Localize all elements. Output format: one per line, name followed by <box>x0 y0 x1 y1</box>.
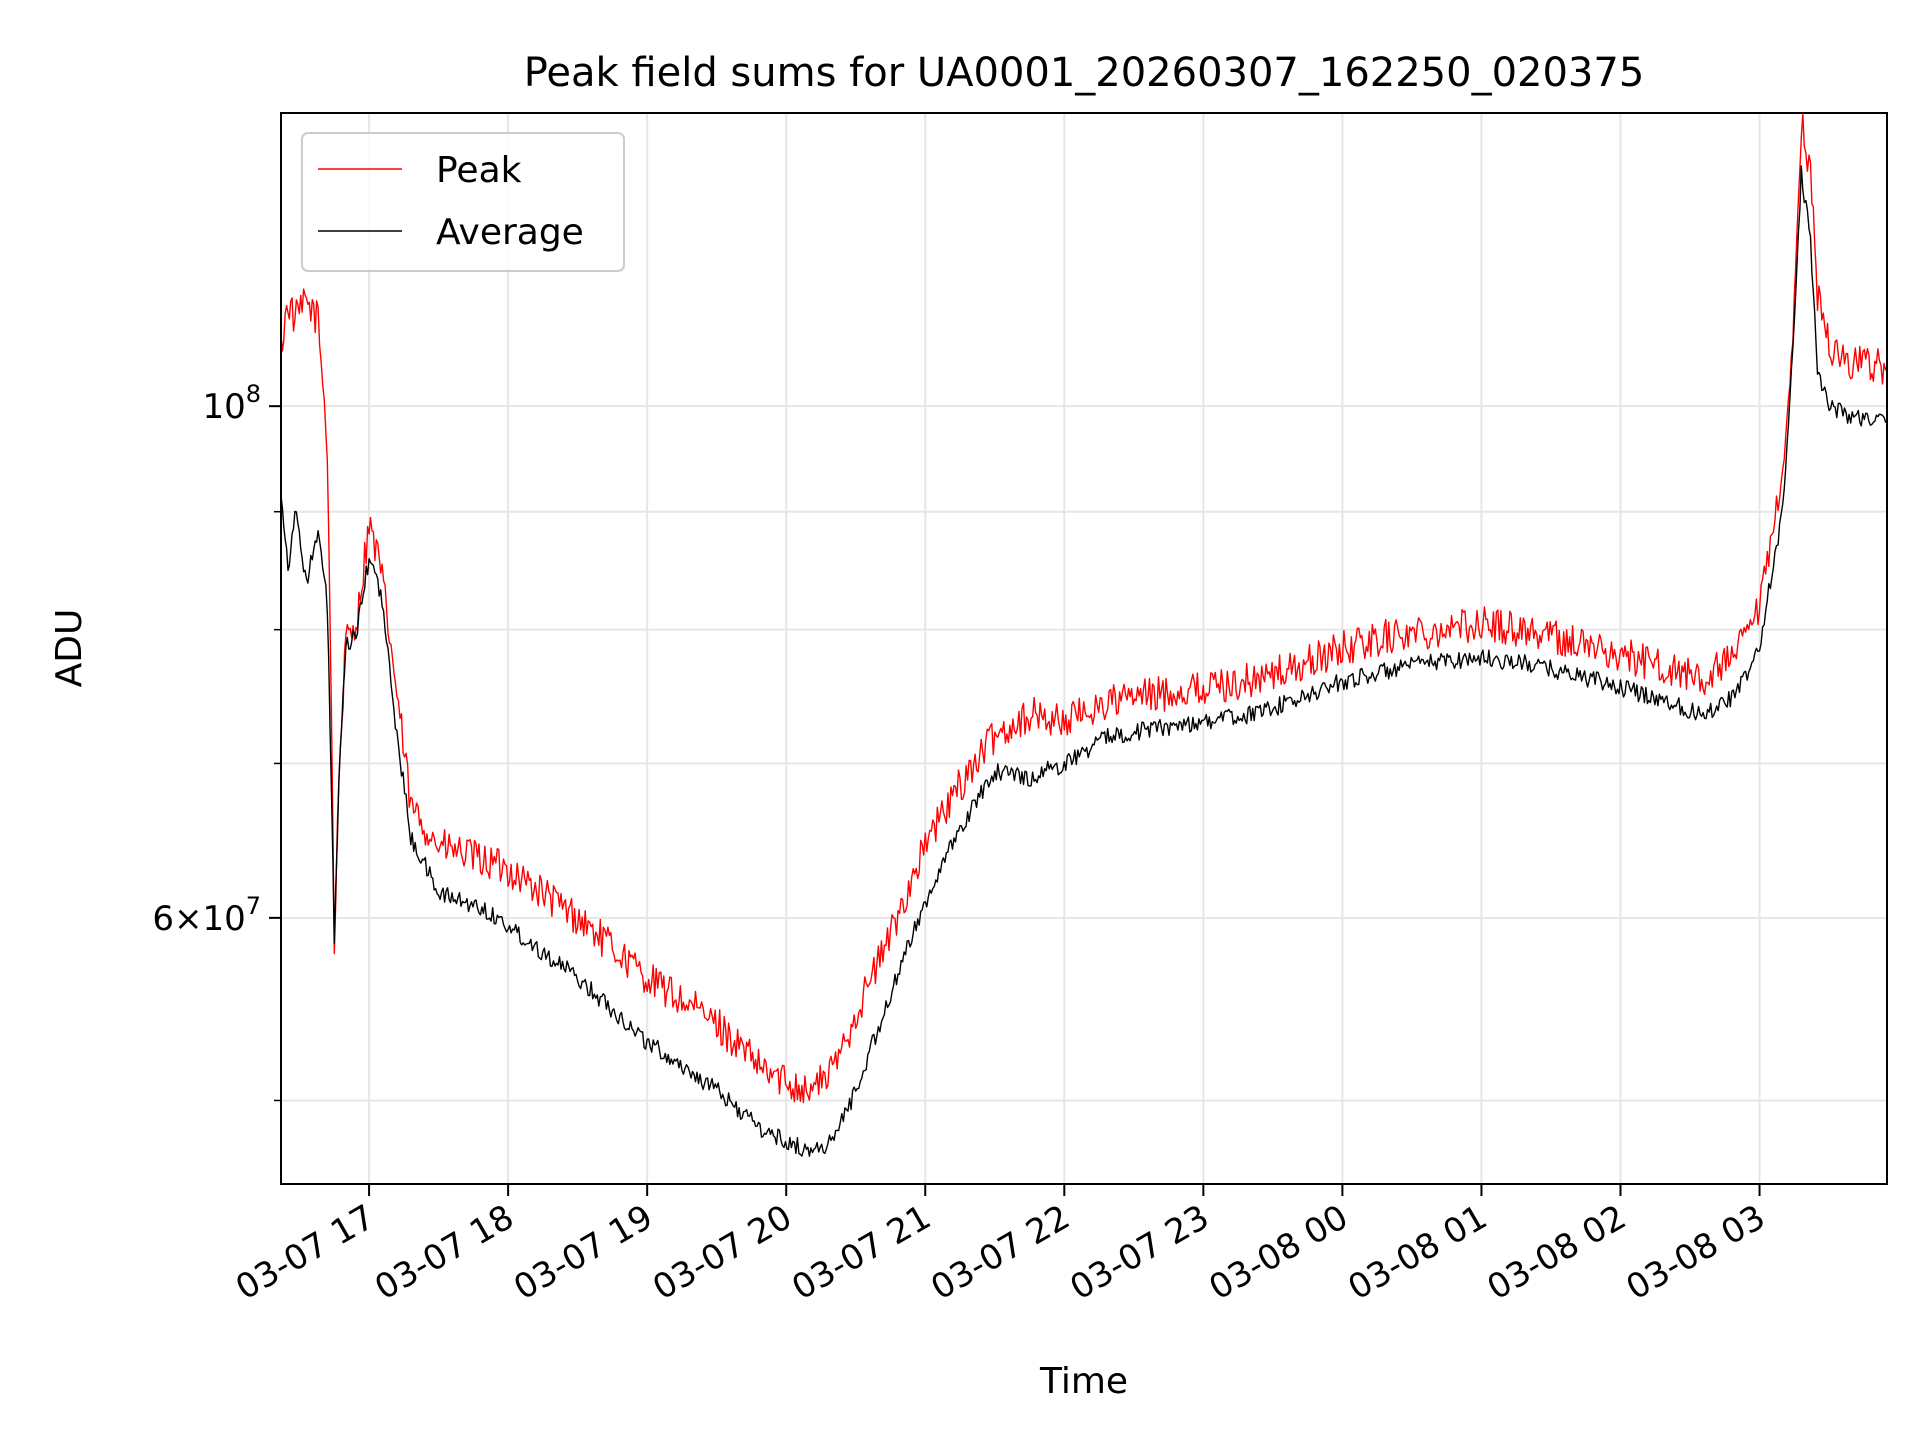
legend-label-average: Average <box>436 212 584 253</box>
y-axis-label: ADU <box>49 609 90 688</box>
grid-layer <box>281 113 1887 1184</box>
legend-label-peak: Peak <box>436 150 522 191</box>
series-line-average <box>280 165 1888 1157</box>
series-line-peak <box>280 113 1888 1104</box>
legend-box <box>301 132 625 272</box>
series-layer <box>280 113 1888 1157</box>
plot-frame <box>280 112 1888 1185</box>
x-axis-label: Time <box>1039 1361 1128 1402</box>
y-tick-label: 6×107 <box>152 892 261 939</box>
y-tick-label: 108 <box>202 380 261 427</box>
chart-title: Peak field sums for UA0001_20260307_1622… <box>524 50 1645 96</box>
legend: Peak Average <box>301 132 625 272</box>
